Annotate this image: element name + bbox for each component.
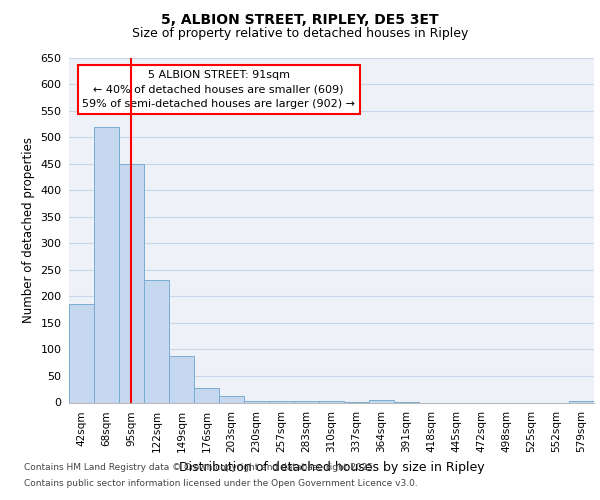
Bar [94,126,119,402]
X-axis label: Distribution of detached houses by size in Ripley: Distribution of detached houses by size … [179,460,484,473]
Bar [269,401,294,402]
Text: Size of property relative to detached houses in Ripley: Size of property relative to detached ho… [132,28,468,40]
Bar [194,388,219,402]
Text: Contains HM Land Registry data © Crown copyright and database right 2025.: Contains HM Land Registry data © Crown c… [24,464,376,472]
Bar [69,304,94,402]
Bar [369,400,394,402]
Text: Contains public sector information licensed under the Open Government Licence v3: Contains public sector information licen… [24,478,418,488]
Text: 5 ALBION STREET: 91sqm
← 40% of detached houses are smaller (609)
59% of semi-de: 5 ALBION STREET: 91sqm ← 40% of detached… [82,70,355,109]
Bar [219,396,244,402]
Bar [119,164,144,402]
Y-axis label: Number of detached properties: Number of detached properties [22,137,35,323]
Bar [244,401,269,402]
Text: 5, ALBION STREET, RIPLEY, DE5 3ET: 5, ALBION STREET, RIPLEY, DE5 3ET [161,12,439,26]
Bar [169,356,194,403]
Bar [144,280,169,402]
